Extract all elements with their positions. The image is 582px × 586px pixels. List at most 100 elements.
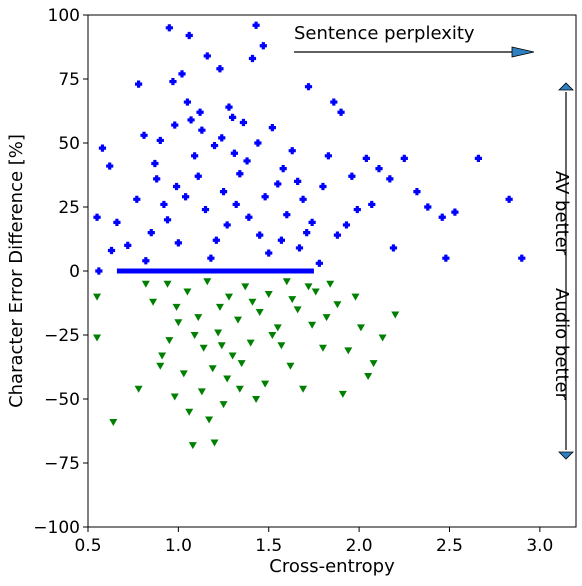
av-better-point [228, 113, 237, 121]
av-better-point [348, 172, 356, 180]
audio-better-point [288, 296, 297, 304]
av-better-point [212, 236, 220, 244]
av-better-point [169, 77, 177, 86]
av-better-point [442, 254, 450, 262]
x-tick-label: 3.0 [526, 536, 553, 556]
av-better-point [218, 134, 226, 142]
audio-better-point [141, 280, 150, 288]
av-better-point [93, 213, 101, 221]
av-better-point [174, 239, 182, 247]
audio-better-point [299, 385, 308, 393]
av-better-point [151, 159, 159, 168]
av-better-point [207, 254, 215, 262]
audio-better-point [369, 360, 378, 368]
x-tick-label: 2.5 [436, 536, 463, 556]
av-better-point [210, 141, 219, 150]
audio-better-point [378, 334, 387, 342]
av-better-point [295, 244, 304, 252]
av-better-point [124, 241, 132, 249]
audio-better-point [205, 416, 214, 424]
audio-better-point [188, 442, 197, 450]
av-better-point [216, 65, 224, 73]
av-better-point [142, 257, 150, 265]
better-arrow-head-down [558, 451, 574, 460]
av-better-point [243, 157, 251, 165]
av-better-point [362, 154, 370, 162]
audio-better-point [356, 324, 365, 332]
y-tick-label: −50 [44, 390, 80, 410]
av-better-point [438, 213, 446, 221]
av-better-point [308, 218, 316, 226]
x-tick-label: 2.0 [346, 536, 373, 556]
audio-better-point [158, 352, 167, 360]
av-better-point [183, 98, 192, 106]
av-better-point [505, 195, 513, 203]
audio-better-label-bg [538, 280, 564, 410]
av-better-label: AV better [551, 171, 572, 256]
audio-better-point [333, 301, 342, 309]
audio-better-point [322, 314, 331, 322]
av-better-point [265, 249, 273, 257]
audio-better-point [391, 311, 400, 319]
audio-better-point [203, 278, 212, 286]
audio-better-point [165, 337, 174, 345]
audio-better-point [190, 332, 199, 339]
audio-better-label: Audio better [551, 288, 572, 401]
audio-better-point [234, 316, 243, 324]
audio-better-point [172, 303, 181, 311]
av-better-point [315, 259, 323, 267]
av-better-point [319, 182, 327, 191]
av-better-point [277, 236, 285, 244]
av-better-point [259, 42, 267, 50]
av-better-point [160, 200, 168, 209]
av-better-point [413, 188, 421, 196]
av-better-point [156, 136, 164, 145]
audio-better-point [156, 362, 165, 370]
av-better-point [201, 205, 210, 214]
av-better-point [518, 254, 526, 262]
audio-better-point [246, 339, 255, 347]
x-tick-label: 1.5 [255, 536, 282, 556]
x-axis-title: Cross-entropy [269, 556, 395, 577]
better-arrow-head-up [558, 82, 574, 91]
audio-better-point [241, 283, 250, 291]
av-better-point [389, 244, 398, 252]
audio-better-point [109, 419, 118, 427]
av-better-point [165, 24, 173, 32]
y-tick-label: −100 [33, 518, 80, 538]
data-points [93, 21, 526, 450]
av-better-point [375, 165, 383, 173]
audio-better-point [255, 308, 264, 316]
audio-better-point [93, 293, 102, 301]
av-better-point [353, 205, 361, 214]
audio-better-point [179, 370, 188, 378]
av-better-point [279, 165, 287, 173]
y-tick-label: 100 [48, 6, 80, 26]
av-better-point [324, 152, 332, 160]
audio-better-point [248, 298, 257, 306]
audio-better-point [197, 388, 206, 396]
audio-better-point [286, 362, 295, 370]
av-better-point [304, 83, 313, 91]
y-tick-label: 25 [58, 198, 80, 218]
av-better-point [239, 118, 248, 127]
av-better-point [299, 195, 307, 203]
av-better-point [219, 188, 228, 196]
av-better-point [191, 152, 199, 160]
audio-better-point [224, 293, 233, 301]
av-better-point [268, 124, 276, 132]
audio-better-point [219, 401, 228, 409]
av-better-point [256, 231, 264, 239]
av-better-point [294, 177, 302, 185]
audio-better-point [293, 306, 302, 314]
av-better-point [368, 200, 376, 209]
y-axis-title: Character Error Difference [%] [6, 134, 27, 408]
av-better-point [95, 267, 103, 275]
x-tick-label: 1.0 [165, 536, 192, 556]
y-tick-label: −25 [44, 326, 80, 346]
y-tick-label: 50 [58, 134, 80, 154]
audio-better-point [214, 329, 223, 337]
audio-better-point [223, 375, 232, 383]
audio-better-point [185, 408, 194, 416]
